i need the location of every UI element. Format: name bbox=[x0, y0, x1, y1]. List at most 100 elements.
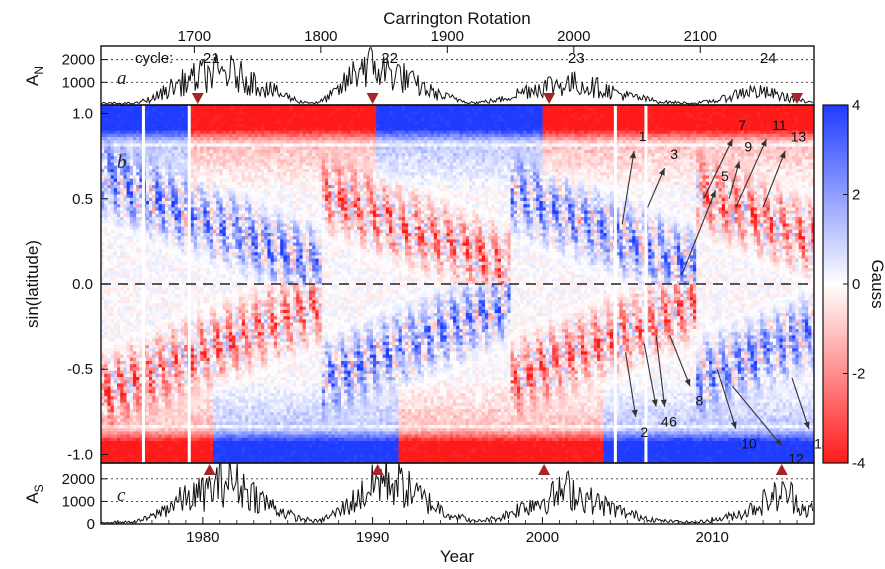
heatmap-cell bbox=[113, 447, 118, 451]
heatmap-cell bbox=[238, 431, 243, 435]
heatmap-cell bbox=[184, 181, 188, 186]
heatmap-cell bbox=[126, 399, 131, 403]
heatmap-cell bbox=[104, 338, 108, 343]
heatmap-cell bbox=[184, 140, 188, 144]
heatmap-cell bbox=[216, 402, 220, 407]
heatmap-cell bbox=[235, 137, 239, 141]
heatmap-cell bbox=[120, 409, 124, 413]
heatmap-cell bbox=[190, 373, 195, 378]
heatmap-cell bbox=[177, 313, 182, 317]
heatmap-cell bbox=[229, 105, 233, 109]
heatmap-cell bbox=[209, 415, 214, 419]
heatmap-cell bbox=[165, 357, 169, 362]
heatmap-cell bbox=[158, 354, 163, 359]
heatmap-cell bbox=[120, 357, 124, 362]
heatmap-cell bbox=[216, 188, 220, 192]
heatmap-cell bbox=[139, 165, 143, 170]
heatmap-cell bbox=[197, 258, 201, 263]
heatmap-cell bbox=[190, 441, 195, 445]
heatmap-cell bbox=[110, 405, 115, 410]
heatmap-cell bbox=[168, 364, 172, 368]
heatmap-cell bbox=[200, 249, 204, 253]
heatmap-cell bbox=[136, 357, 140, 362]
heatmap-cell bbox=[225, 338, 230, 343]
heatmap-cell bbox=[225, 354, 230, 359]
heatmap-cell bbox=[107, 178, 111, 183]
heatmap-cell bbox=[190, 239, 195, 243]
heatmap-cell bbox=[161, 175, 166, 179]
heatmap-cell bbox=[149, 114, 153, 119]
heatmap-cell bbox=[238, 245, 243, 250]
heatmap-cell bbox=[161, 316, 166, 320]
heatmap-cell bbox=[155, 297, 159, 301]
heatmap-cell bbox=[165, 338, 169, 343]
heatmap-cell bbox=[113, 450, 118, 455]
heatmap-cell bbox=[136, 460, 140, 463]
heatmap-cell bbox=[107, 127, 111, 131]
heatmap-cell bbox=[110, 316, 115, 320]
heatmap-cell bbox=[136, 130, 140, 135]
heatmap-cell bbox=[206, 428, 211, 432]
heatmap-cell bbox=[145, 322, 150, 327]
heatmap-cell bbox=[181, 223, 185, 227]
heatmap-cell bbox=[107, 188, 111, 192]
heatmap-cell bbox=[120, 402, 124, 407]
heatmap-cell bbox=[145, 412, 150, 416]
heatmap-cell bbox=[117, 111, 121, 115]
heatmap-cell bbox=[238, 133, 243, 138]
heatmap-cell bbox=[222, 415, 227, 419]
heatmap-cell bbox=[117, 185, 121, 189]
heatmap-cell bbox=[152, 265, 156, 269]
heatmap-cell bbox=[200, 303, 204, 307]
heatmap-cell bbox=[219, 399, 223, 403]
heatmap-cell bbox=[206, 207, 211, 211]
heatmap-cell bbox=[107, 367, 111, 371]
heatmap-cell bbox=[152, 450, 156, 455]
heatmap-cell bbox=[155, 281, 159, 285]
heatmap-cell bbox=[129, 197, 134, 202]
heatmap-cell bbox=[200, 364, 204, 368]
heatmap-cell bbox=[177, 197, 182, 202]
heatmap-cell bbox=[238, 338, 243, 343]
heatmap-cell bbox=[126, 169, 131, 173]
heatmap-cell bbox=[139, 357, 143, 362]
heatmap-cell bbox=[113, 396, 118, 400]
heatmap-cell bbox=[149, 159, 153, 163]
heatmap-cell bbox=[158, 431, 163, 435]
heatmap-cell bbox=[174, 329, 179, 333]
heatmap-cell bbox=[120, 133, 124, 138]
heatmap-cell bbox=[213, 217, 217, 221]
heatmap-cell bbox=[117, 153, 121, 157]
heatmap-cell bbox=[174, 396, 179, 400]
heatmap-cell bbox=[126, 201, 131, 205]
heatmap-cell bbox=[104, 213, 108, 218]
heatmap-cell bbox=[161, 239, 166, 243]
heatmap-cell bbox=[222, 287, 227, 291]
heatmap-cell bbox=[117, 303, 121, 307]
heatmap-cell bbox=[101, 370, 105, 375]
heatmap-cell bbox=[168, 322, 172, 327]
heatmap-cell bbox=[136, 207, 140, 211]
heatmap-cell bbox=[181, 431, 185, 435]
heatmap-cell bbox=[165, 277, 169, 282]
heatmap-cell bbox=[113, 188, 118, 192]
heatmap-cell bbox=[123, 450, 127, 455]
heatmap-cell bbox=[184, 319, 188, 323]
heatmap-cell bbox=[145, 108, 150, 112]
heatmap-cell bbox=[117, 207, 121, 211]
heatmap-cell bbox=[139, 354, 143, 359]
heatmap-cell bbox=[235, 121, 239, 125]
heatmap-cell bbox=[152, 415, 156, 419]
heatmap-cell bbox=[145, 194, 150, 199]
heatmap-cell bbox=[197, 249, 201, 253]
heatmap-cell bbox=[136, 178, 140, 183]
heatmap-cell bbox=[161, 114, 166, 119]
heatmap-cell bbox=[120, 437, 124, 442]
heatmap-cell bbox=[238, 345, 243, 349]
heatmap-cell bbox=[200, 300, 204, 304]
heatmap-cell bbox=[155, 293, 159, 298]
heatmap-cell bbox=[101, 213, 105, 218]
heatmap-cell bbox=[113, 428, 118, 432]
heatmap-cell bbox=[165, 156, 169, 160]
heatmap-cell bbox=[190, 217, 195, 221]
